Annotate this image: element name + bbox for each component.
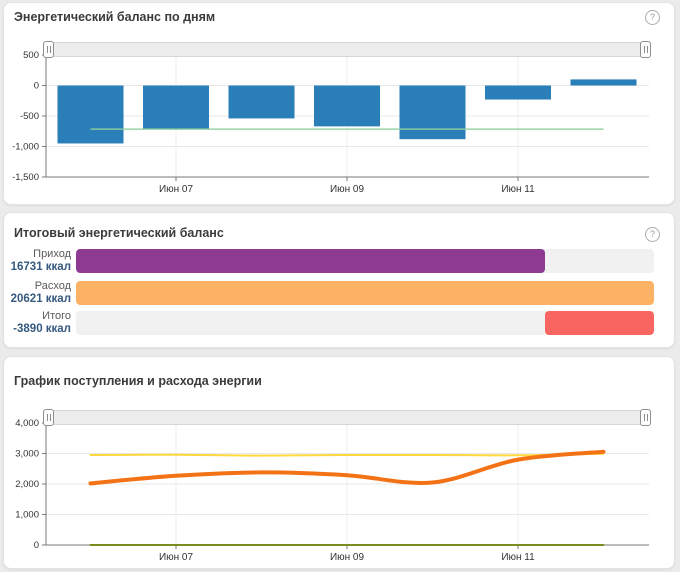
y-tick-label: 2,000 [15,479,39,490]
x-tick-label: Июн 07 [159,552,194,563]
balance-bar [228,85,295,119]
expense-meter-track [76,281,654,305]
meter-name: Итого [42,310,71,322]
meter-name: Приход [33,248,71,260]
series-line-0 [89,452,605,457]
total-meter-track [76,311,654,335]
y-tick-label: -500 [20,111,39,122]
slider-handle-right[interactable] [640,41,651,58]
y-tick-label: 4,000 [15,418,39,429]
slider-track[interactable] [43,410,651,425]
y-tick-label: 3,000 [15,449,39,460]
y-tick-label: 0 [34,540,39,551]
y-tick-label: 0 [34,81,39,92]
expense-meter-fill [76,281,654,305]
meter-value: 20621 ккал [10,293,71,305]
balance-bar [143,85,209,130]
series-line-1 [88,449,606,486]
panel-title: Энергетический баланс по дням [14,10,216,24]
help-icon[interactable]: ? [645,227,660,242]
y-tick-label: 500 [23,50,39,61]
balance-bar [314,85,380,127]
balance-bar [485,85,551,100]
slider-track[interactable] [43,42,651,57]
meter-name: Расход [34,280,71,292]
x-tick-label: Июн 11 [501,552,535,563]
expense-meter-row: Расход 20621 ккал [4,280,654,306]
y-tick-label: -1,000 [12,142,39,153]
meter-value: 16731 ккал [10,261,71,273]
panel-energy-flow: График поступления и расхода энергии 0 1,… [3,356,675,569]
total-label: Итого -3890 ккал [4,310,71,336]
time-range-slider [43,41,651,58]
y-tick-label: 1,000 [15,510,39,521]
x-tick-label: Июн 07 [159,184,194,195]
income-label: Приход 16731 ккал [4,248,71,274]
slider-handle-right[interactable] [640,409,651,426]
meter-value: -3890 ккал [13,323,71,335]
balance-bar [399,85,466,140]
y-tick-label: -1,500 [12,172,39,183]
total-meter-fill [544,311,654,335]
help-icon[interactable]: ? [645,10,660,25]
income-meter-track [76,249,654,273]
balance-bar [57,85,124,144]
x-tick-label: Июн 09 [330,184,365,195]
x-tick-label: Июн 09 [330,552,365,563]
slider-handle-left[interactable] [43,409,54,426]
panel-title: График поступления и расхода энергии [14,374,262,388]
income-meter-row: Приход 16731 ккал [4,248,654,274]
panel-title: Итоговый энергетический баланс [14,226,224,240]
x-tick-label: Июн 11 [501,184,535,195]
energy-flow-line-chart[interactable]: 0 1,000 2,000 3,000 4,000 Июн 07 Июн 09 Июн 11 [4,411,676,569]
slider-handle-left[interactable] [43,41,54,58]
time-range-slider [43,409,651,426]
balance-bar [570,79,637,86]
daily-balance-bar-chart[interactable]: 500 0 -500 -1,000 -1,500 Июн 07 Июн 09 Июн 11 [4,37,676,203]
panel-total-balance: Итоговый энергетический баланс ? Приход … [3,212,675,348]
expense-label: Расход 20621 ккал [4,280,71,306]
income-meter-fill [76,249,545,273]
total-meter-row: Итого -3890 ккал [4,310,654,336]
panel-daily-balance: Энергетический баланс по дням ? 500 0 -500… [3,2,675,205]
